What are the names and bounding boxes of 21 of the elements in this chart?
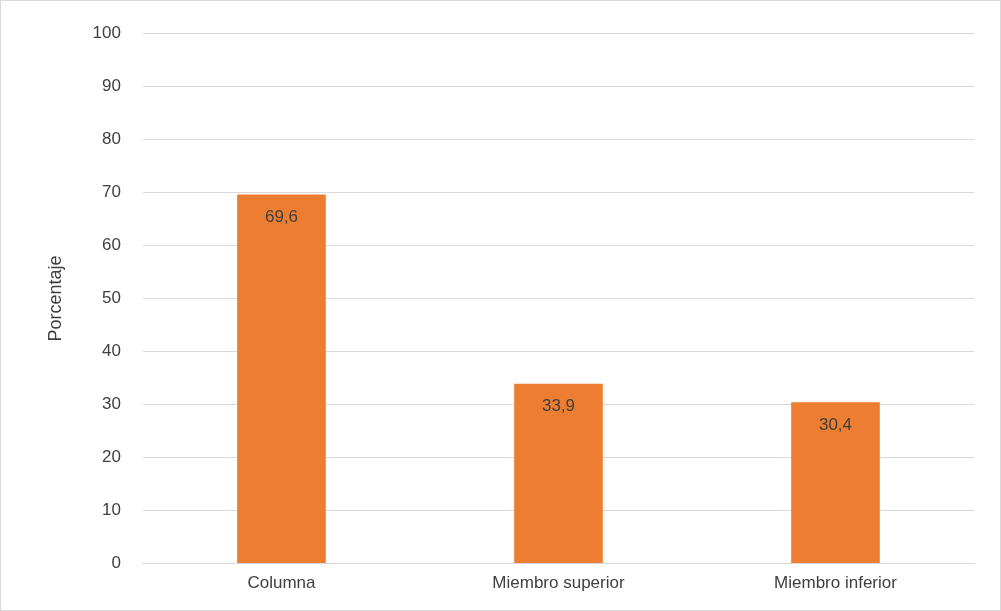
x-tick-label: Miembro superior xyxy=(492,573,625,593)
data-label: 30,4 xyxy=(818,414,853,434)
y-tick-label: 60 xyxy=(102,235,121,255)
data-label: 33,9 xyxy=(541,395,576,415)
y-tick-label: 90 xyxy=(102,75,121,95)
bar xyxy=(237,194,326,564)
x-tick-label: Miembro inferior xyxy=(774,573,898,593)
y-tick-label: 70 xyxy=(102,182,121,202)
x-tick-label: Columna xyxy=(247,573,317,593)
y-tick-label: 10 xyxy=(102,500,121,520)
y-tick-label: 30 xyxy=(102,394,121,414)
y-tick-label: 50 xyxy=(102,288,121,308)
bar xyxy=(514,383,603,564)
y-axis-title: Porcentaje xyxy=(44,255,65,342)
y-tick-label: 80 xyxy=(102,128,121,148)
y-tick-label: 100 xyxy=(92,22,121,42)
y-tick-label: 0 xyxy=(111,553,121,573)
y-tick-label: 40 xyxy=(102,341,121,361)
data-label: 69,6 xyxy=(264,206,299,226)
bar xyxy=(791,402,880,564)
y-tick-label: 20 xyxy=(102,447,121,467)
